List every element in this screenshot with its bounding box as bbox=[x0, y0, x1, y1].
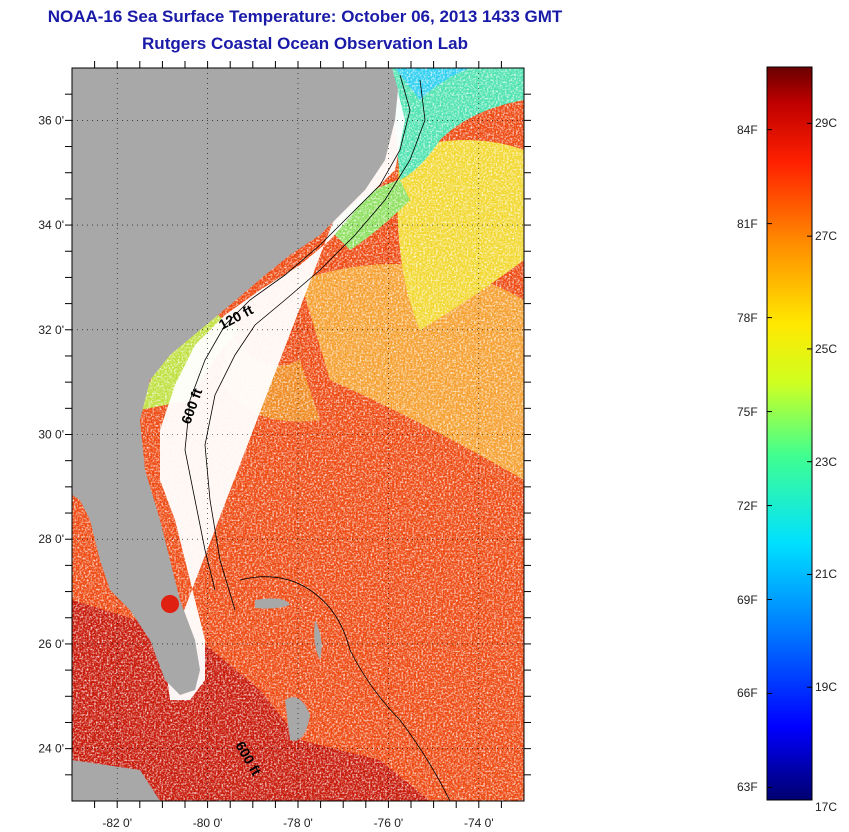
lat-tick-label: 32 0' bbox=[38, 323, 64, 337]
contour-120ft bbox=[184, 74, 411, 591]
colorbar-fahrenheit-label: 75F bbox=[737, 404, 758, 419]
lon-tick-label: -82 0' bbox=[102, 816, 132, 830]
colorbar-fahrenheit-label: 63F bbox=[737, 780, 758, 795]
island-andros bbox=[285, 697, 310, 741]
colorbar-fahrenheit-label: 69F bbox=[737, 592, 758, 607]
map-title: NOAA-16 Sea Surface Temperature: October… bbox=[47, 7, 563, 26]
axis-ticks bbox=[65, 61, 531, 808]
lon-tick-label: -76 0' bbox=[374, 816, 404, 830]
contour-600ft bbox=[204, 79, 426, 611]
lat-tick-label: 24 0' bbox=[38, 742, 64, 756]
colorbar-celsius-label: 29C bbox=[815, 116, 838, 131]
colorbar-fahrenheit-label: 72F bbox=[737, 498, 758, 513]
colorbar-fahrenheit-label: 81F bbox=[737, 216, 758, 231]
island-grand-bahama bbox=[255, 598, 290, 609]
colorbar-celsius-label: 27C bbox=[815, 229, 838, 244]
colorbar-fahrenheit-label: 66F bbox=[737, 686, 758, 701]
island-cuba bbox=[72, 760, 160, 801]
landmass bbox=[72, 68, 398, 695]
map-subtitle: Rutgers Coastal Ocean Observation Lab bbox=[142, 34, 468, 53]
colorbar-celsius-label: 17C bbox=[815, 800, 838, 814]
graticule-grid bbox=[72, 68, 524, 801]
lat-tick-label: 26 0' bbox=[38, 637, 64, 651]
colorbar-celsius-label: 21C bbox=[815, 567, 838, 582]
colorbar-celsius-label: 23C bbox=[815, 454, 838, 469]
lat-tick-label: 30 0' bbox=[38, 428, 64, 442]
lon-tick-label: -78 0' bbox=[283, 816, 313, 830]
lat-tick-label: 36 0' bbox=[38, 113, 64, 127]
colorbar-ticks bbox=[767, 122, 812, 801]
lat-tick-label: 28 0' bbox=[38, 532, 64, 546]
contour-bahamas bbox=[239, 576, 451, 801]
lon-tick-label: -74 0' bbox=[464, 816, 494, 830]
colorbar-fahrenheit-label: 84F bbox=[737, 122, 758, 137]
colorbar-fahrenheit-label: 78F bbox=[737, 310, 758, 325]
island-abaco bbox=[314, 620, 322, 660]
colorbar-celsius-label: 19C bbox=[815, 680, 838, 695]
longitude-labels: -82 0' -80 0' -78 0' -76 0' -74 0' bbox=[102, 816, 493, 830]
colorbar bbox=[766, 66, 813, 801]
lon-tick-label: -80 0' bbox=[193, 816, 223, 830]
lat-tick-label: 34 0' bbox=[38, 218, 64, 232]
latitude-labels: 36 0' 34 0' 32 0' 30 0' 28 0' 26 0' 24 0' bbox=[38, 113, 64, 755]
colorbar-celsius-label: 25C bbox=[815, 341, 838, 356]
lake-okeechobee bbox=[161, 595, 179, 613]
